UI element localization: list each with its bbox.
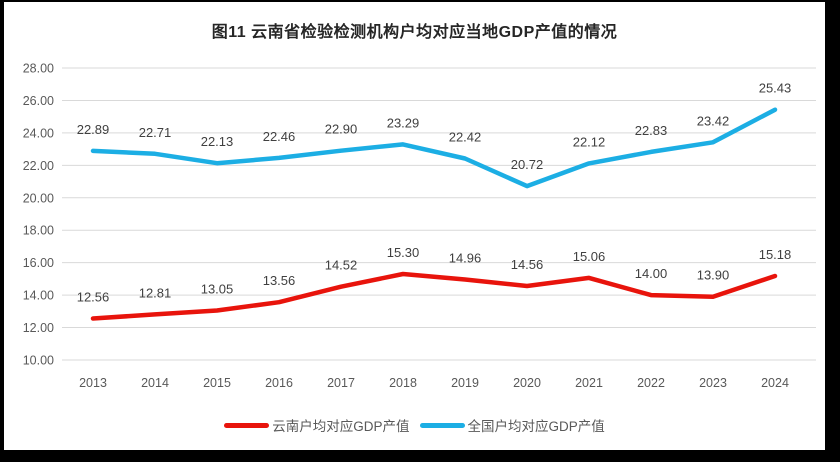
data-label: 15.06 xyxy=(573,249,606,264)
data-label: 25.43 xyxy=(759,81,792,96)
y-axis-tick-label: 26.00 xyxy=(23,94,54,108)
data-label: 22.90 xyxy=(325,122,358,137)
x-axis-tick-label: 2013 xyxy=(79,376,107,390)
y-axis-tick-label: 18.00 xyxy=(23,224,54,238)
y-axis-tick-label: 14.00 xyxy=(23,289,54,303)
y-axis-tick-label: 28.00 xyxy=(23,62,54,76)
series-line-national xyxy=(90,107,778,189)
yunnan-line-swatch xyxy=(224,422,270,428)
data-label: 20.72 xyxy=(511,157,544,172)
y-axis-tick-label: 12.00 xyxy=(23,321,54,335)
data-label: 13.05 xyxy=(201,282,234,297)
data-label: 15.18 xyxy=(759,247,792,262)
y-axis-tick-label: 24.00 xyxy=(23,126,54,140)
data-label: 13.90 xyxy=(697,268,730,283)
legend-label-yunnan: 云南户均对应GDP产值 xyxy=(272,419,410,434)
data-label: 23.42 xyxy=(697,113,730,128)
data-label: 23.29 xyxy=(387,115,420,130)
data-label: 15.30 xyxy=(387,245,420,260)
chart-legend: 云南户均对应GDP产值 全国户均对应GDP产值 xyxy=(4,412,825,438)
legend-label-national: 全国户均对应GDP产值 xyxy=(467,419,605,434)
x-axis-tick-label: 2018 xyxy=(389,376,417,390)
chart-title: 图11 云南省检验检测机构户均对应当地GDP产值的情况 xyxy=(211,24,618,41)
y-axis-tick-label: 22.00 xyxy=(23,159,54,173)
data-label: 22.13 xyxy=(201,134,234,149)
data-label: 12.56 xyxy=(77,289,110,304)
data-label: 13.56 xyxy=(263,273,296,288)
data-label: 14.56 xyxy=(511,257,544,272)
x-axis-tick-label: 2014 xyxy=(141,376,169,390)
y-axis-tick-label: 16.00 xyxy=(23,256,54,270)
data-label: 22.83 xyxy=(635,123,668,138)
data-label: 14.00 xyxy=(635,266,668,281)
x-axis-tick-label: 2020 xyxy=(513,376,541,390)
x-axis-tick-label: 2021 xyxy=(575,376,603,390)
data-label: 22.46 xyxy=(263,129,296,144)
y-axis-tick-label: 20.00 xyxy=(23,191,54,205)
data-label: 12.81 xyxy=(139,285,172,300)
data-label: 22.71 xyxy=(139,125,172,140)
data-label: 14.52 xyxy=(325,258,358,273)
chart-canvas: 10.00 12.00 14.00 16.00 18.00 20.00 22.00 24.00… xyxy=(4,2,825,450)
x-axis-tick-label: 2022 xyxy=(637,376,665,390)
data-label: 22.12 xyxy=(573,134,606,149)
data-label: 14.96 xyxy=(449,251,482,266)
x-axis-tick-label: 2015 xyxy=(203,376,231,390)
line-chart: 10.00 12.00 14.00 16.00 18.00 20.00 22.00 24.00… xyxy=(23,62,816,390)
legend-item-national: 全国户均对应GDP产值 xyxy=(419,415,605,435)
x-axis-tick-label: 2023 xyxy=(699,376,727,390)
national-line-swatch xyxy=(419,422,465,428)
legend-item-yunnan: 云南户均对应GDP产值 xyxy=(224,415,410,435)
x-axis-tick-label: 2016 xyxy=(265,376,293,390)
series-line-yunnan xyxy=(90,271,778,321)
y-axis-tick-label: 10.00 xyxy=(23,354,54,368)
x-axis-tick-label: 2024 xyxy=(761,376,789,390)
x-axis-tick-label: 2019 xyxy=(451,376,479,390)
data-label: 22.89 xyxy=(77,122,110,137)
data-label: 22.42 xyxy=(449,130,482,145)
x-axis-tick-label: 2017 xyxy=(327,376,355,390)
